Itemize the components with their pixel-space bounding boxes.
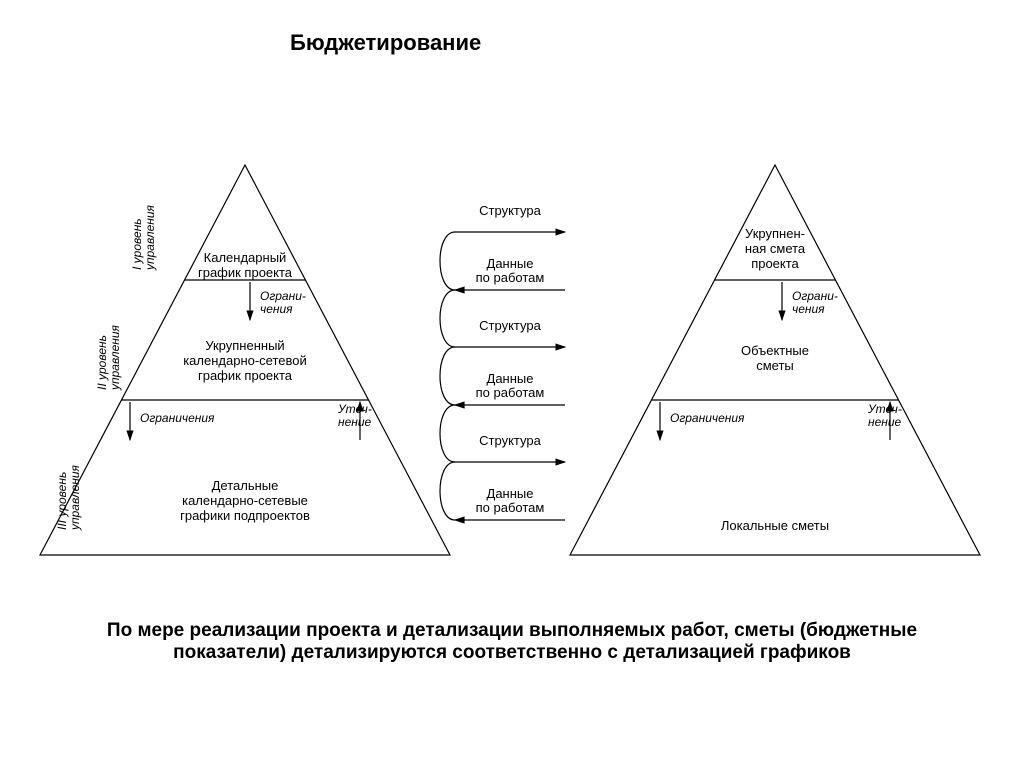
left-pyramid-annotation-1: Ограни-чения [260, 289, 306, 316]
diagram-canvas: Календарныйграфик проекта Укрупненныйкале… [0, 0, 1024, 767]
left-pyramid-tier-2-label: Укрупненныйкалендарно-сетевойграфик прое… [183, 338, 307, 383]
center-label-5: Структура [479, 433, 541, 448]
center-connector-1 [440, 232, 455, 290]
side-label-1-line2: управления [143, 205, 157, 270]
center-label-2: Данныепо работам [476, 256, 545, 285]
center-connector-5 [440, 462, 455, 520]
center-connector-4 [440, 405, 455, 462]
left-pyramid-tier-1-label: Календарныйграфик проекта [198, 250, 293, 280]
right-pyramid-annotation-2: Ограничения [670, 411, 745, 425]
center-label-4: Данныепо работам [476, 371, 545, 400]
left-pyramid-annotation-3: Уточ-нение [337, 402, 372, 429]
side-label-3-line2: управления [68, 465, 82, 530]
right-pyramid-annotation-1: Ограни-чения [792, 289, 838, 316]
left-pyramid-annotation-2: Ограничения [140, 411, 215, 425]
side-label-2-line1: II уровень [95, 335, 109, 390]
side-label-2-line2: управления [108, 325, 122, 390]
right-pyramid-annotation-3: Уточ-нение [867, 402, 902, 429]
center-label-3: Структура [479, 318, 541, 333]
center-label-1: Структура [479, 203, 541, 218]
side-label-3-line1: III уровень [55, 472, 69, 530]
center-connector-2 [440, 290, 455, 347]
right-pyramid-tier-3-label: Локальные сметы [721, 518, 829, 533]
center-label-6: Данныепо работам [476, 486, 545, 515]
left-pyramid-tier-3-label: Детальныекалендарно-сетевыеграфики подпр… [180, 478, 310, 523]
right-pyramid-tier-2-label: Объектныесметы [741, 343, 809, 373]
side-label-1-line1: I уровень [130, 218, 144, 270]
right-pyramid-tier-1-label: Укрупнен-ная сметапроекта [745, 226, 806, 271]
center-connector-3 [440, 347, 455, 405]
